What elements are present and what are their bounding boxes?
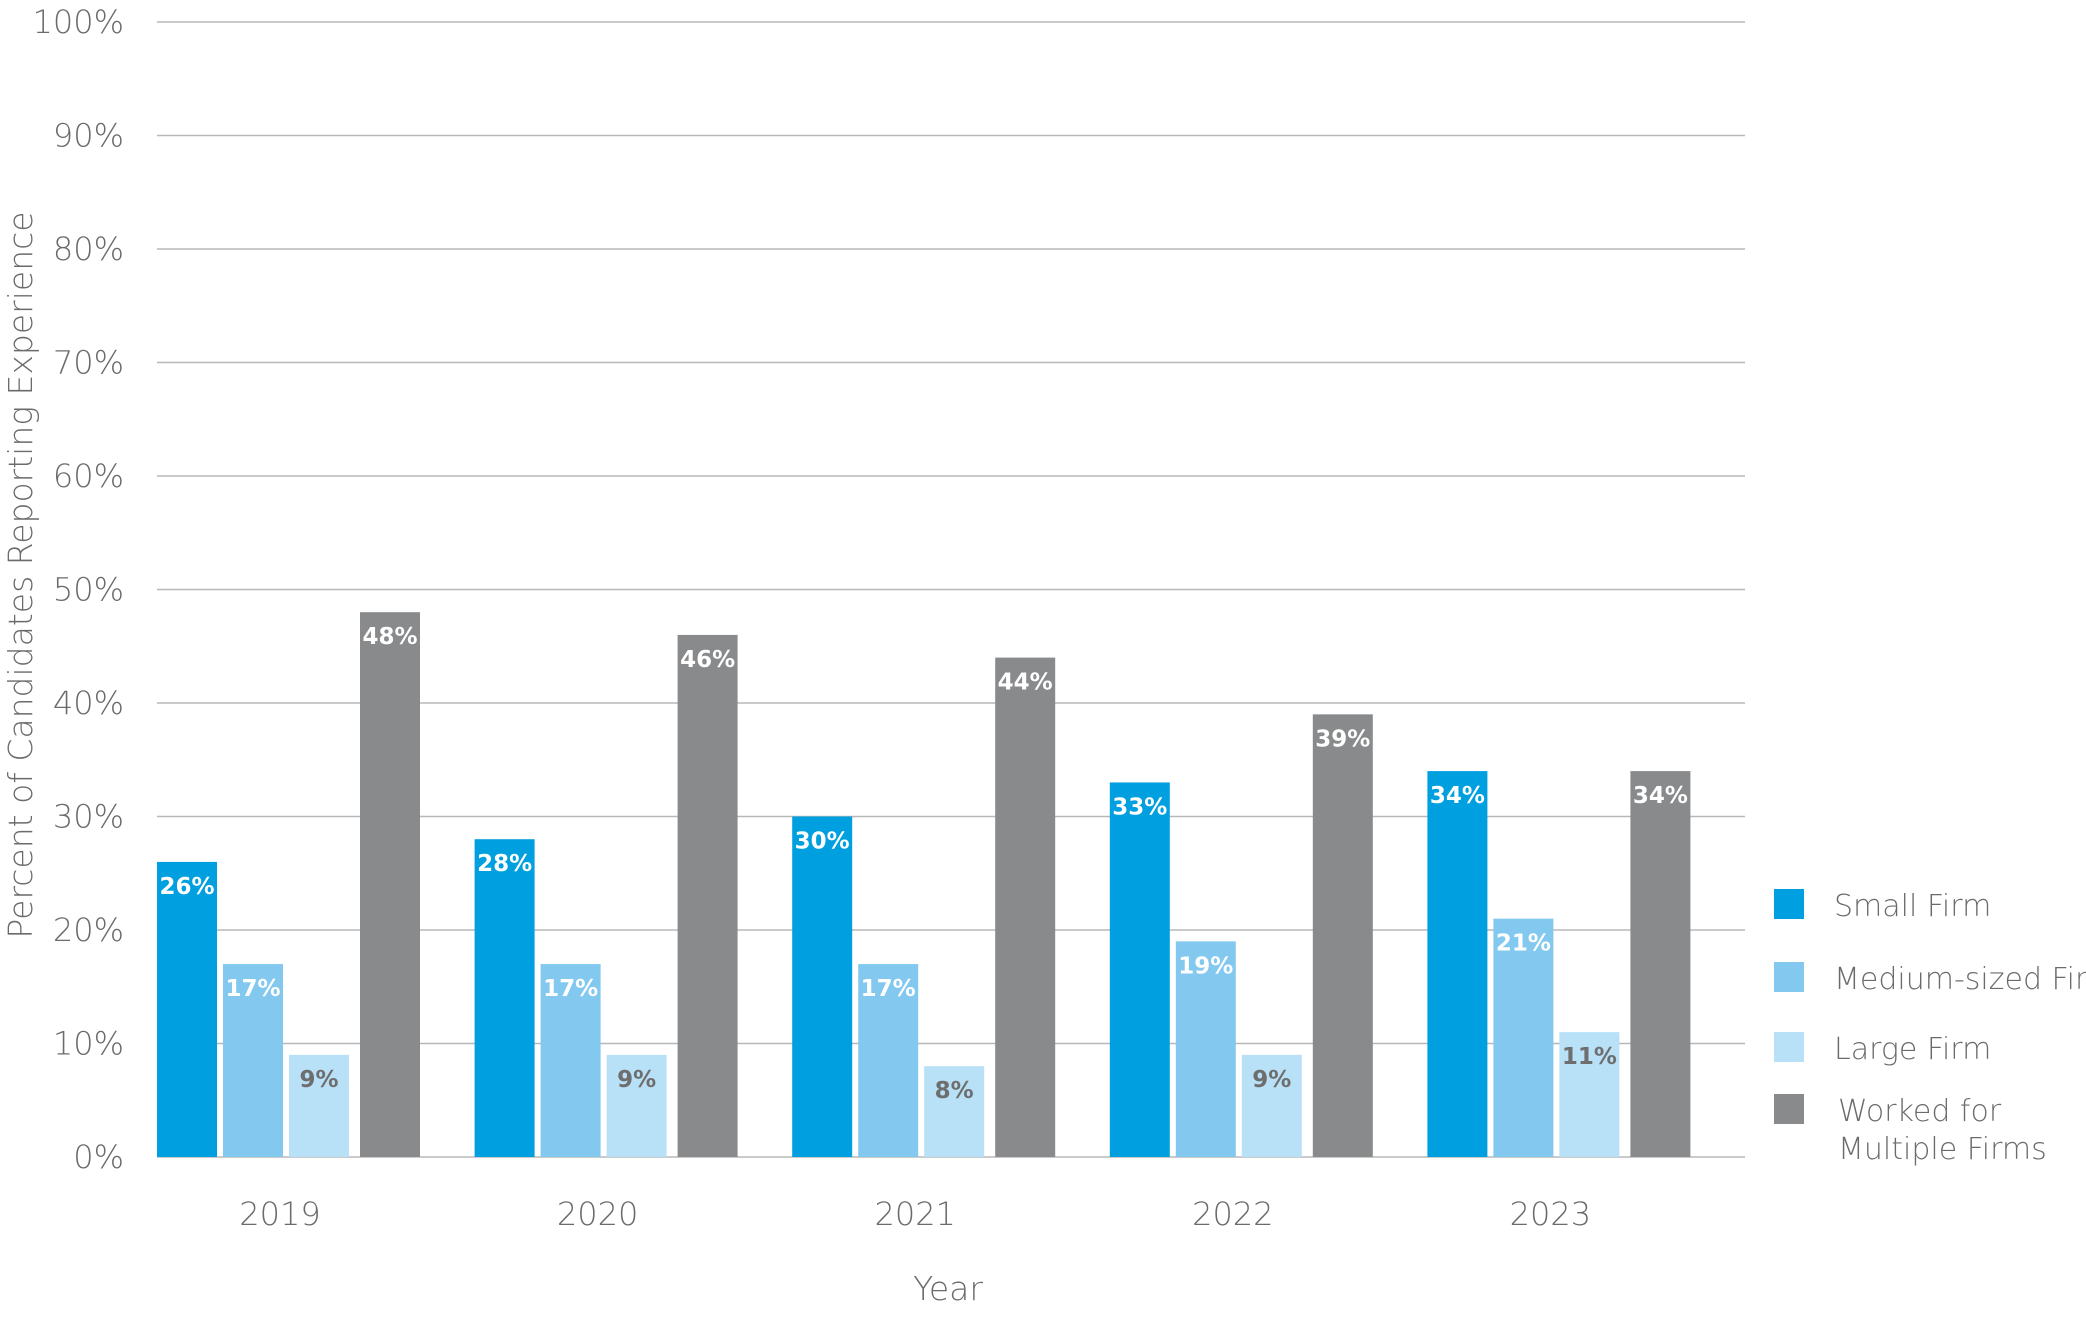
y-axis-ticks: 0% 10% 20% 30% 40% 50% 60% 70% 80% 90% 100%	[33, 3, 124, 1176]
data-label: 21%	[1496, 931, 1551, 957]
data-label: 46%	[680, 647, 735, 673]
legend-label: Multiple Firms	[1838, 1132, 2047, 1167]
legend-label: Large Firm	[1834, 1032, 1991, 1067]
x-axis-ticks: 2019 2020 2021 2022 2023	[239, 1195, 1591, 1233]
bar-large-firm-2022	[1241, 1054, 1302, 1157]
legend-label: Medium-sized Firm	[1834, 962, 2086, 997]
x-tick-label: 2020	[557, 1195, 638, 1233]
legend-swatch	[1774, 962, 1804, 992]
bar-medium-sized-firm-2019	[223, 964, 283, 1157]
data-label: 8%	[935, 1078, 974, 1104]
y-tick-label: 90%	[53, 117, 124, 155]
bar-worked-for-multiple-firms-2019	[360, 612, 420, 1157]
bar-worked-for-multiple-firms-2021	[995, 657, 1056, 1157]
y-tick-label: 50%	[53, 571, 124, 609]
data-label: 19%	[1178, 953, 1233, 979]
bar-worked-for-multiple-firms-2023	[1630, 771, 1691, 1157]
bar-medium-sized-firm-2021	[858, 964, 919, 1157]
data-label: 44%	[998, 670, 1053, 696]
bar-worked-for-multiple-firms-2020	[677, 634, 738, 1157]
y-tick-label: 30%	[53, 798, 124, 836]
bar-small-firm-2019	[157, 861, 217, 1157]
data-label: 17%	[225, 976, 280, 1002]
bar-large-firm-2020	[606, 1054, 667, 1157]
y-tick-label: 70%	[53, 344, 124, 382]
data-label: 9%	[617, 1067, 656, 1093]
legend-swatch	[1774, 1094, 1804, 1124]
bar-worked-for-multiple-firms-2022	[1312, 714, 1373, 1157]
gridlines	[157, 21, 1745, 1158]
y-tick-label: 40%	[53, 684, 124, 722]
data-label: 11%	[1562, 1044, 1617, 1070]
data-label: 30%	[795, 829, 850, 855]
data-label: 9%	[1252, 1067, 1291, 1093]
data-labels: 26% 17% 9% 48% 28% 17% 9% 46% 30% 17% 8% 44% 33% 19% 9…	[159, 624, 1687, 1104]
data-label: 17%	[543, 976, 598, 1002]
data-label: 28%	[477, 851, 532, 877]
bar-large-firm-2021	[924, 1066, 985, 1157]
data-label: 9%	[299, 1067, 338, 1093]
y-axis-title: Percent of Candidates Reporting Experien…	[1, 211, 40, 938]
y-tick-label: 60%	[53, 457, 124, 495]
y-tick-label: 10%	[53, 1025, 124, 1063]
x-tick-label: 2023	[1510, 1195, 1591, 1233]
legend-swatch	[1774, 1032, 1804, 1062]
data-label: 48%	[362, 624, 417, 650]
bar-small-firm-2023	[1427, 771, 1488, 1157]
legend-label: Small Firm	[1834, 889, 1991, 924]
y-tick-label: 100%	[33, 3, 124, 41]
y-tick-label: 0%	[73, 1138, 124, 1176]
bar-large-firm-2019	[289, 1054, 349, 1157]
data-label: 26%	[159, 874, 214, 900]
y-tick-label: 80%	[53, 230, 124, 268]
data-label: 39%	[1315, 726, 1370, 752]
legend-swatch	[1774, 889, 1804, 919]
bar-medium-sized-firm-2022	[1175, 941, 1236, 1157]
bar-small-firm-2022	[1109, 782, 1170, 1157]
x-axis-title: Year	[913, 1269, 983, 1308]
bar-small-firm-2020	[474, 839, 535, 1157]
data-label: 33%	[1112, 794, 1167, 820]
x-tick-label: 2022	[1192, 1195, 1273, 1233]
x-tick-label: 2019	[239, 1195, 320, 1233]
data-label: 17%	[861, 976, 916, 1002]
data-label: 34%	[1633, 783, 1688, 809]
bar-large-firm-2023	[1559, 1032, 1620, 1157]
legend-label: Worked for	[1838, 1094, 2002, 1129]
bar-small-firm-2021	[792, 816, 853, 1157]
bar-medium-sized-firm-2023	[1493, 918, 1554, 1157]
y-tick-label: 20%	[53, 911, 124, 949]
data-label: 34%	[1430, 783, 1485, 809]
bar-medium-sized-firm-2020	[540, 964, 601, 1157]
legend: Small Firm Medium-sized Firm Large Firm Wor…	[1774, 889, 2086, 1167]
bars	[157, 612, 1691, 1157]
x-tick-label: 2021	[874, 1195, 955, 1233]
